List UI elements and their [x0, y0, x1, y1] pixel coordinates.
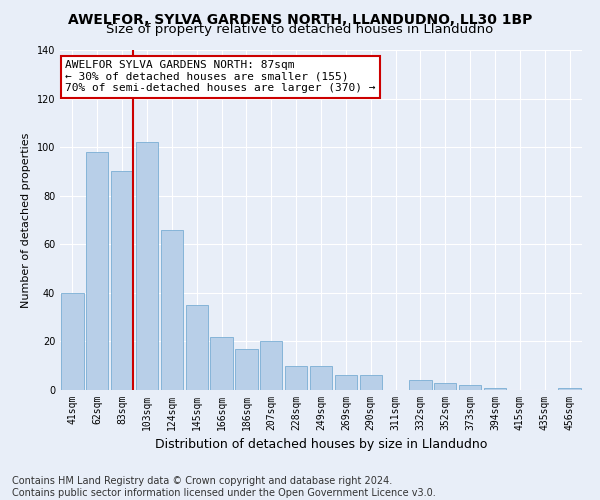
Text: Size of property relative to detached houses in Llandudno: Size of property relative to detached ho…: [106, 22, 494, 36]
Bar: [260, 342, 283, 390]
Bar: [235, 348, 257, 390]
Text: AWELFOR, SYLVA GARDENS NORTH, LLANDUDNO, LL30 1BP: AWELFOR, SYLVA GARDENS NORTH, LLANDUDNO,…: [68, 12, 532, 26]
Bar: [111, 172, 133, 390]
Bar: [136, 142, 158, 390]
Bar: [484, 388, 506, 390]
Bar: [185, 305, 208, 390]
X-axis label: Distribution of detached houses by size in Llandudno: Distribution of detached houses by size …: [155, 438, 487, 452]
Bar: [310, 366, 332, 390]
Text: Contains HM Land Registry data © Crown copyright and database right 2024.
Contai: Contains HM Land Registry data © Crown c…: [12, 476, 436, 498]
Y-axis label: Number of detached properties: Number of detached properties: [21, 132, 31, 308]
Bar: [359, 376, 382, 390]
Bar: [559, 388, 581, 390]
Bar: [335, 376, 357, 390]
Bar: [86, 152, 109, 390]
Bar: [409, 380, 431, 390]
Bar: [285, 366, 307, 390]
Text: AWELFOR SYLVA GARDENS NORTH: 87sqm
← 30% of detached houses are smaller (155)
70: AWELFOR SYLVA GARDENS NORTH: 87sqm ← 30%…: [65, 60, 376, 94]
Bar: [434, 382, 457, 390]
Bar: [61, 293, 83, 390]
Bar: [211, 336, 233, 390]
Bar: [459, 385, 481, 390]
Bar: [161, 230, 183, 390]
